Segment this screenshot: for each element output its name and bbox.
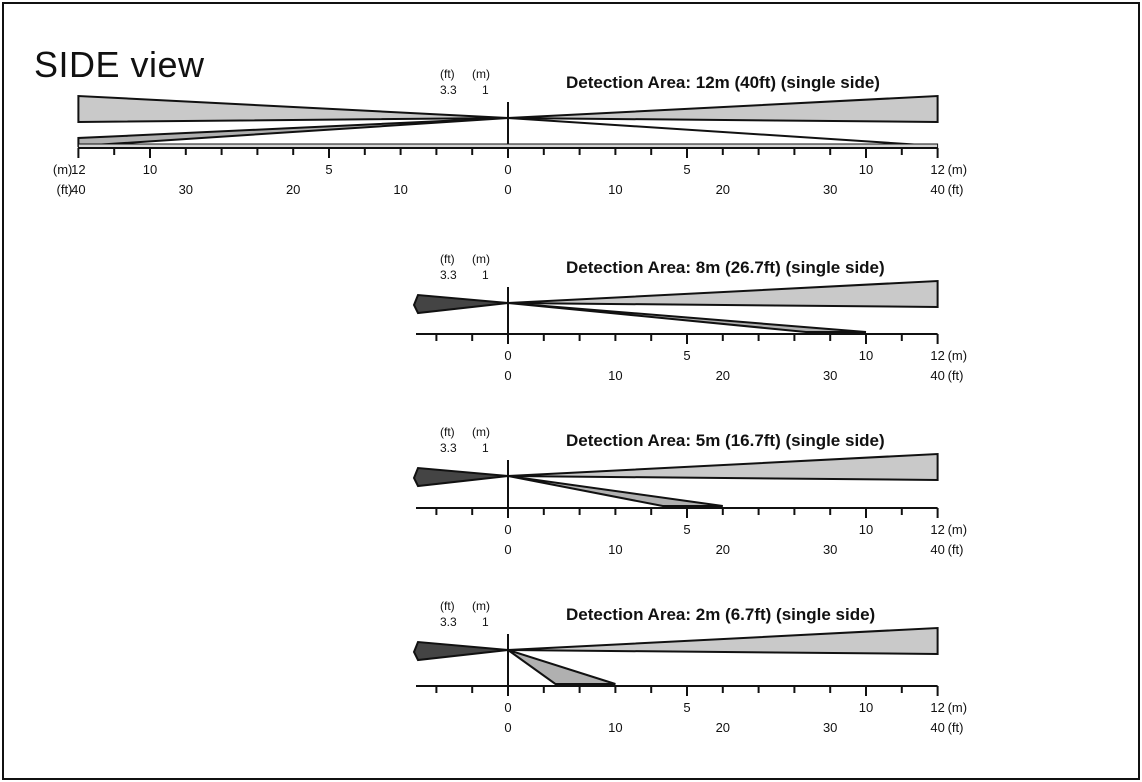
axis-m-label: 5 <box>683 522 690 537</box>
detection-beam-upper-right <box>507 279 939 309</box>
height-m-tick: 1 <box>482 83 489 97</box>
axis-ft-label: 10 <box>608 720 622 735</box>
axis-m-suffix: (m) <box>948 162 968 177</box>
axis-m-label: 10 <box>143 162 157 177</box>
detection-beam-back-left <box>412 466 509 488</box>
axis-m-label: 0 <box>504 522 511 537</box>
axis-ft-label: 0 <box>504 182 511 197</box>
axis-ft-suffix: (ft) <box>948 542 964 557</box>
axis-ft-suffix: (ft) <box>948 368 964 383</box>
detection-beam-back-left <box>412 293 509 315</box>
axis-m-label: 5 <box>683 700 690 715</box>
axis-ft-label: 30 <box>823 182 837 197</box>
axis-ft-label: 10 <box>393 182 407 197</box>
axis-ft-suffix: (ft) <box>948 182 964 197</box>
axis-ft-label: 30 <box>179 182 193 197</box>
detection-beam-lower-right <box>507 475 723 507</box>
figure-title: SIDE view <box>34 44 205 85</box>
axis-m-prefix: (m) <box>53 162 73 177</box>
height-m-tick: 1 <box>482 441 489 455</box>
axis-ft-label: 40 <box>930 542 944 557</box>
detection-beam-upper-right <box>507 94 939 124</box>
axis-m-suffix: (m) <box>948 700 968 715</box>
detection-beam-lower-left <box>77 117 509 148</box>
axis-m-label: 10 <box>859 162 873 177</box>
unit-m-label: (m) <box>472 425 490 439</box>
height-ft-tick: 3.3 <box>440 615 457 629</box>
detection-beam-upper-left <box>77 94 509 124</box>
axis-ft-prefix: (ft) <box>57 182 73 197</box>
axis-ft-label: 0 <box>504 542 511 557</box>
unit-ft-label: (ft) <box>440 425 455 439</box>
axis-ft-label: 40 <box>71 182 85 197</box>
axis-ft-label: 20 <box>286 182 300 197</box>
axis-m-label: 5 <box>325 162 332 177</box>
axis-ft-label: 30 <box>823 542 837 557</box>
height-ft-tick: 3.3 <box>440 441 457 455</box>
detection-beam-lower-right <box>507 302 867 333</box>
detection-beam-lower-right <box>507 649 616 685</box>
detection-area-caption: Detection Area: 2m (6.7ft) (single side) <box>566 605 875 624</box>
height-ft-tick: 3.3 <box>440 268 457 282</box>
axis-m-label: 12 <box>930 522 944 537</box>
axis-m-label: 10 <box>859 348 873 363</box>
height-m-tick: 1 <box>482 615 489 629</box>
unit-ft-label: (ft) <box>440 599 455 613</box>
axis-ft-label: 30 <box>823 368 837 383</box>
unit-m-label: (m) <box>472 599 490 613</box>
axis-ft-label: 10 <box>608 368 622 383</box>
axis-ft-label: 20 <box>716 542 730 557</box>
axis-ft-suffix: (ft) <box>948 720 964 735</box>
axis-m-label: 12 <box>930 700 944 715</box>
axis-m-label: 0 <box>504 348 511 363</box>
unit-m-label: (m) <box>472 67 490 81</box>
height-m-tick: 1 <box>482 268 489 282</box>
axis-m-label: 12 <box>930 162 944 177</box>
axis-m-label: 5 <box>683 162 690 177</box>
axis-ft-label: 0 <box>504 720 511 735</box>
axis-m-suffix: (m) <box>948 522 968 537</box>
detection-area-caption: Detection Area: 5m (16.7ft) (single side… <box>566 431 885 450</box>
axis-ft-label: 10 <box>608 542 622 557</box>
axis-m-label: 5 <box>683 348 690 363</box>
detection-beam-upper-right <box>507 452 939 482</box>
detection-area-caption: Detection Area: 12m (40ft) (single side) <box>566 73 880 92</box>
unit-m-label: (m) <box>472 252 490 266</box>
detection-area-caption: Detection Area: 8m (26.7ft) (single side… <box>566 258 885 277</box>
axis-ft-label: 20 <box>716 368 730 383</box>
axis-m-label: 0 <box>504 700 511 715</box>
unit-ft-label: (ft) <box>440 252 455 266</box>
axis-ft-label: 20 <box>716 720 730 735</box>
axis-m-label: 10 <box>859 522 873 537</box>
axis-m-label: 0 <box>504 162 511 177</box>
detection-beam-upper-right <box>507 626 939 656</box>
axis-m-label: 10 <box>859 700 873 715</box>
axis-ft-label: 20 <box>716 182 730 197</box>
height-ft-tick: 3.3 <box>440 83 457 97</box>
axis-ft-label: 0 <box>504 368 511 383</box>
axis-ft-label: 10 <box>608 182 622 197</box>
axis-m-suffix: (m) <box>948 348 968 363</box>
axis-m-label: 12 <box>930 348 944 363</box>
detection-beam-back-left <box>412 640 509 662</box>
axis-m-label: 12 <box>71 162 85 177</box>
axis-ft-label: 40 <box>930 720 944 735</box>
axis-ft-label: 40 <box>930 368 944 383</box>
axis-ft-label: 40 <box>930 182 944 197</box>
axis-ft-label: 30 <box>823 720 837 735</box>
unit-ft-label: (ft) <box>440 67 455 81</box>
